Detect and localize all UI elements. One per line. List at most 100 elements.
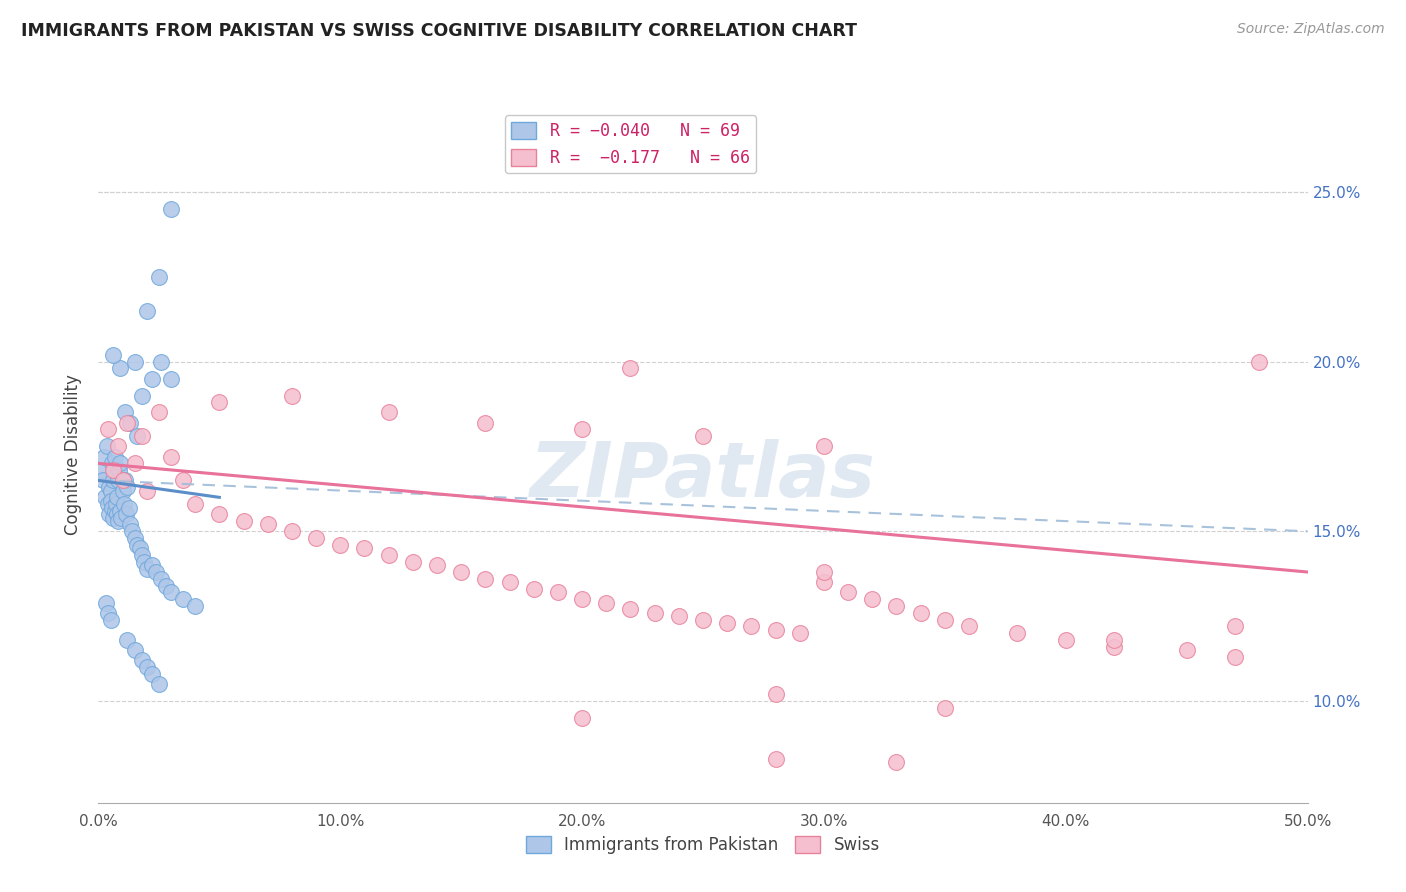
- Point: [100, 493, 122, 508]
- Point: [104, 504, 127, 518]
- Point: [121, 524, 143, 539]
- Point: [474, 572, 496, 586]
- Text: IMMIGRANTS FROM PAKISTAN VS SWISS COGNITIVE DISABILITY CORRELATION CHART: IMMIGRANTS FROM PAKISTAN VS SWISS COGNIT…: [21, 22, 858, 40]
- Point: [141, 558, 163, 573]
- Point: [150, 572, 173, 586]
- Point: [101, 474, 124, 488]
- Point: [172, 474, 194, 488]
- Point: [208, 508, 231, 522]
- Point: [172, 592, 194, 607]
- Point: [692, 613, 714, 627]
- Point: [97, 480, 120, 494]
- Point: [148, 677, 170, 691]
- Point: [377, 405, 399, 419]
- Point: [281, 388, 304, 402]
- Point: [124, 354, 146, 368]
- Point: [957, 619, 980, 633]
- Point: [329, 538, 352, 552]
- Point: [256, 517, 278, 532]
- Point: [117, 416, 139, 430]
- Point: [765, 623, 787, 637]
- Point: [141, 666, 163, 681]
- Point: [105, 508, 128, 522]
- Point: [281, 524, 304, 539]
- Point: [91, 474, 114, 488]
- Point: [97, 422, 120, 436]
- Point: [450, 565, 472, 579]
- Point: [619, 361, 641, 376]
- Point: [155, 578, 177, 592]
- Point: [118, 517, 141, 532]
- Point: [668, 609, 690, 624]
- Point: [127, 429, 149, 443]
- Point: [1223, 619, 1246, 633]
- Point: [184, 497, 207, 511]
- Point: [103, 510, 125, 524]
- Point: [101, 463, 124, 477]
- Point: [595, 596, 617, 610]
- Point: [118, 416, 141, 430]
- Point: [886, 599, 908, 613]
- Point: [740, 619, 762, 633]
- Point: [523, 582, 546, 596]
- Text: ZIPatlas: ZIPatlas: [530, 439, 876, 513]
- Point: [813, 575, 835, 590]
- Point: [105, 491, 128, 505]
- Point: [232, 514, 254, 528]
- Point: [1102, 632, 1125, 647]
- Point: [150, 354, 173, 368]
- Point: [131, 548, 153, 562]
- Point: [160, 371, 183, 385]
- Y-axis label: Cognitive Disability: Cognitive Disability: [65, 375, 83, 535]
- Point: [1102, 640, 1125, 654]
- Point: [789, 626, 811, 640]
- Point: [108, 457, 131, 471]
- Point: [1249, 354, 1271, 368]
- Point: [117, 632, 139, 647]
- Point: [160, 450, 183, 464]
- Point: [114, 474, 136, 488]
- Point: [426, 558, 449, 573]
- Point: [135, 561, 157, 575]
- Point: [108, 463, 131, 477]
- Point: [114, 405, 136, 419]
- Point: [1007, 626, 1029, 640]
- Point: [141, 371, 163, 385]
- Point: [145, 565, 167, 579]
- Point: [111, 474, 134, 488]
- Point: [571, 592, 593, 607]
- Point: [131, 388, 153, 402]
- Point: [131, 653, 153, 667]
- Point: [837, 585, 859, 599]
- Point: [134, 555, 156, 569]
- Point: [94, 491, 117, 505]
- Point: [110, 510, 132, 524]
- Point: [107, 439, 129, 453]
- Point: [160, 202, 183, 216]
- Point: [184, 599, 207, 613]
- Point: [886, 755, 908, 769]
- Point: [765, 752, 787, 766]
- Point: [571, 422, 593, 436]
- Point: [108, 361, 131, 376]
- Point: [934, 613, 956, 627]
- Point: [644, 606, 666, 620]
- Point: [127, 538, 149, 552]
- Point: [107, 514, 129, 528]
- Point: [910, 606, 932, 620]
- Point: [1175, 643, 1198, 657]
- Point: [112, 497, 135, 511]
- Text: Source: ZipAtlas.com: Source: ZipAtlas.com: [1237, 22, 1385, 37]
- Point: [107, 474, 129, 488]
- Point: [377, 548, 399, 562]
- Point: [860, 592, 883, 607]
- Point: [547, 585, 569, 599]
- Point: [498, 575, 520, 590]
- Point: [402, 555, 425, 569]
- Point: [100, 613, 122, 627]
- Point: [353, 541, 375, 556]
- Point: [692, 429, 714, 443]
- Point: [131, 429, 153, 443]
- Point: [103, 463, 125, 477]
- Point: [148, 405, 170, 419]
